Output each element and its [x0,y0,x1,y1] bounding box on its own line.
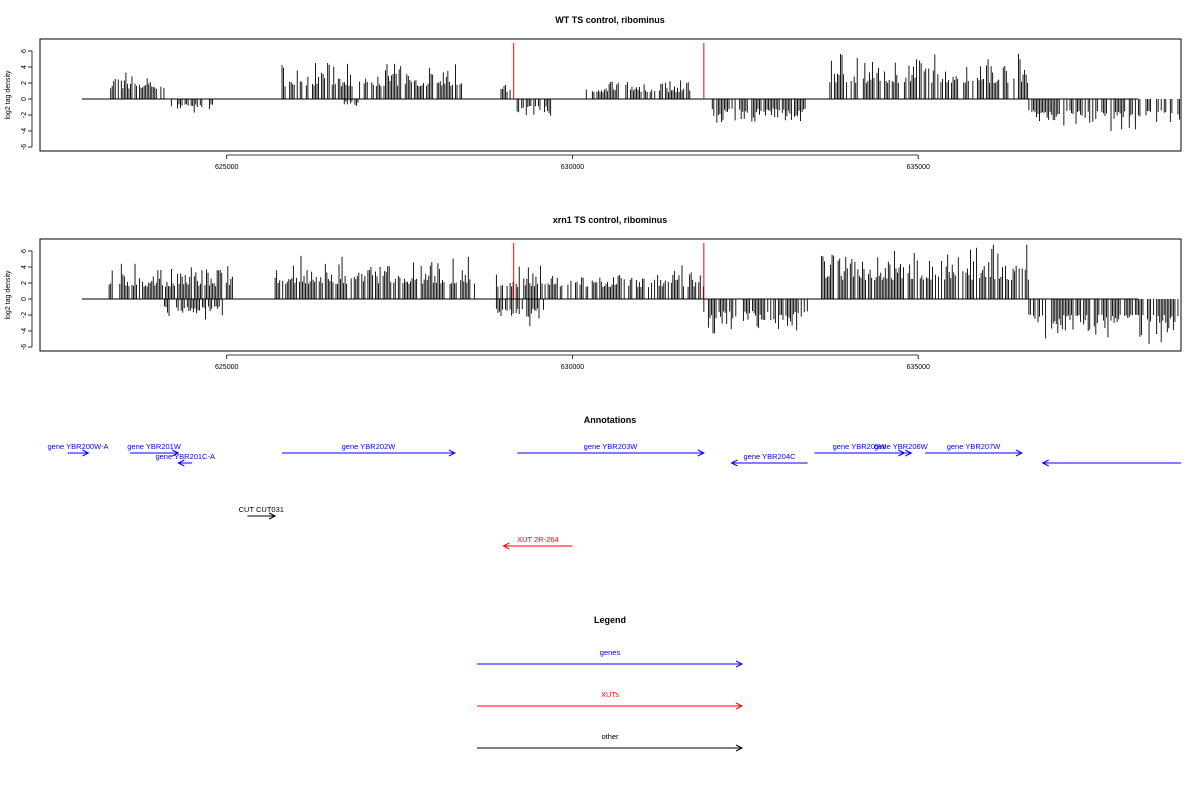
annotations-title: Annotations [584,415,637,425]
y-tick-label: -2 [21,112,28,118]
annotation-label: gene YBR207W [947,442,1002,451]
arrowhead-icon [448,449,457,457]
wt-y-axis-label: log2 tag density [5,70,12,120]
xrn1-axes: -6 -4 -2 0 2 4 6 625000 630000 635000 [21,249,930,371]
arrowhead-icon [82,449,90,457]
legend-title: Legend [594,615,626,625]
x-tick-label: 630000 [561,164,584,171]
annotation-label: gene YBR203W [584,442,639,451]
arrowhead-icon [697,449,705,457]
wt-plot-frame [39,38,1182,152]
y-tick-label: -6 [21,144,28,150]
y-tick-label: 6 [21,249,28,253]
xrn1-track-title: xrn1 TS control, ribominus [553,215,668,225]
x-tick-label: 635000 [907,164,930,171]
annotation-label: gene YBR204C [744,452,797,461]
annotation-label: CUT CUT031 [239,505,284,514]
y-tick-label: 4 [21,265,28,269]
x-tick-label: 625000 [215,364,238,371]
arrowhead-icon [502,542,510,550]
annotation-label: gene YBR202W [342,442,397,451]
y-tick-label: 0 [21,297,28,301]
x-tick-label: 635000 [907,364,930,371]
y-tick-label: 2 [21,81,28,85]
y-tick-label: -6 [21,344,28,350]
xrn1-bars [82,243,1179,344]
wt-bars [82,43,1180,131]
xrn1-plot-frame [39,238,1182,352]
arrowhead-icon [905,449,913,457]
xrn1-y-axis-label: log2 tag density [5,270,12,320]
arrowhead-icon [172,449,180,457]
annotation-label: gene YBR200W-A [48,442,109,451]
y-tick-label: 2 [21,281,28,285]
annotation-label: gene YBR206W [874,442,929,451]
legend-items: genes XUTs other [477,648,744,752]
legend-label: other [601,732,619,741]
y-tick-label: -4 [21,128,28,134]
annotation-label: gene YBR205W [833,442,888,451]
legend-label: XUTs [601,690,619,699]
wt-track-title: WT TS control, ribominus [555,15,665,25]
annotation-label: XUT 2R-264 [517,535,559,544]
y-tick-label: 4 [21,65,28,69]
annotation-label: gene YBR201C-A [155,452,214,461]
arrowhead-icon [1015,449,1024,457]
arrowhead-icon [177,459,185,467]
wt-axes: -6 -4 -2 0 2 4 6 625000 630000 635000 [21,49,930,171]
y-tick-label: 6 [21,49,28,53]
xrn1-track-panel: xrn1 TS control, ribominus log2 tag dens… [5,215,1182,371]
arrowhead-icon [1041,459,1049,467]
wt-track-panel: WT TS control, ribominus log2 tag densit… [5,15,1182,171]
legend-panel: Legend genes XUTs other [477,615,744,752]
x-tick-label: 625000 [215,164,238,171]
arrowhead-icon [735,744,744,752]
arrowhead-icon [730,459,738,467]
legend-label: genes [600,648,621,657]
arrowhead-icon [268,512,277,520]
annotations-panel: Annotations gene YBR200W-A gene YBR201Wge… [48,415,1181,550]
arrowhead-icon [735,660,744,668]
y-tick-label: -2 [21,312,28,318]
y-tick-label: -4 [21,328,28,334]
x-tick-label: 630000 [561,364,584,371]
arrowhead-icon [735,702,744,710]
annotation-label: gene YBR201W [127,442,182,451]
y-tick-label: 0 [21,97,28,101]
